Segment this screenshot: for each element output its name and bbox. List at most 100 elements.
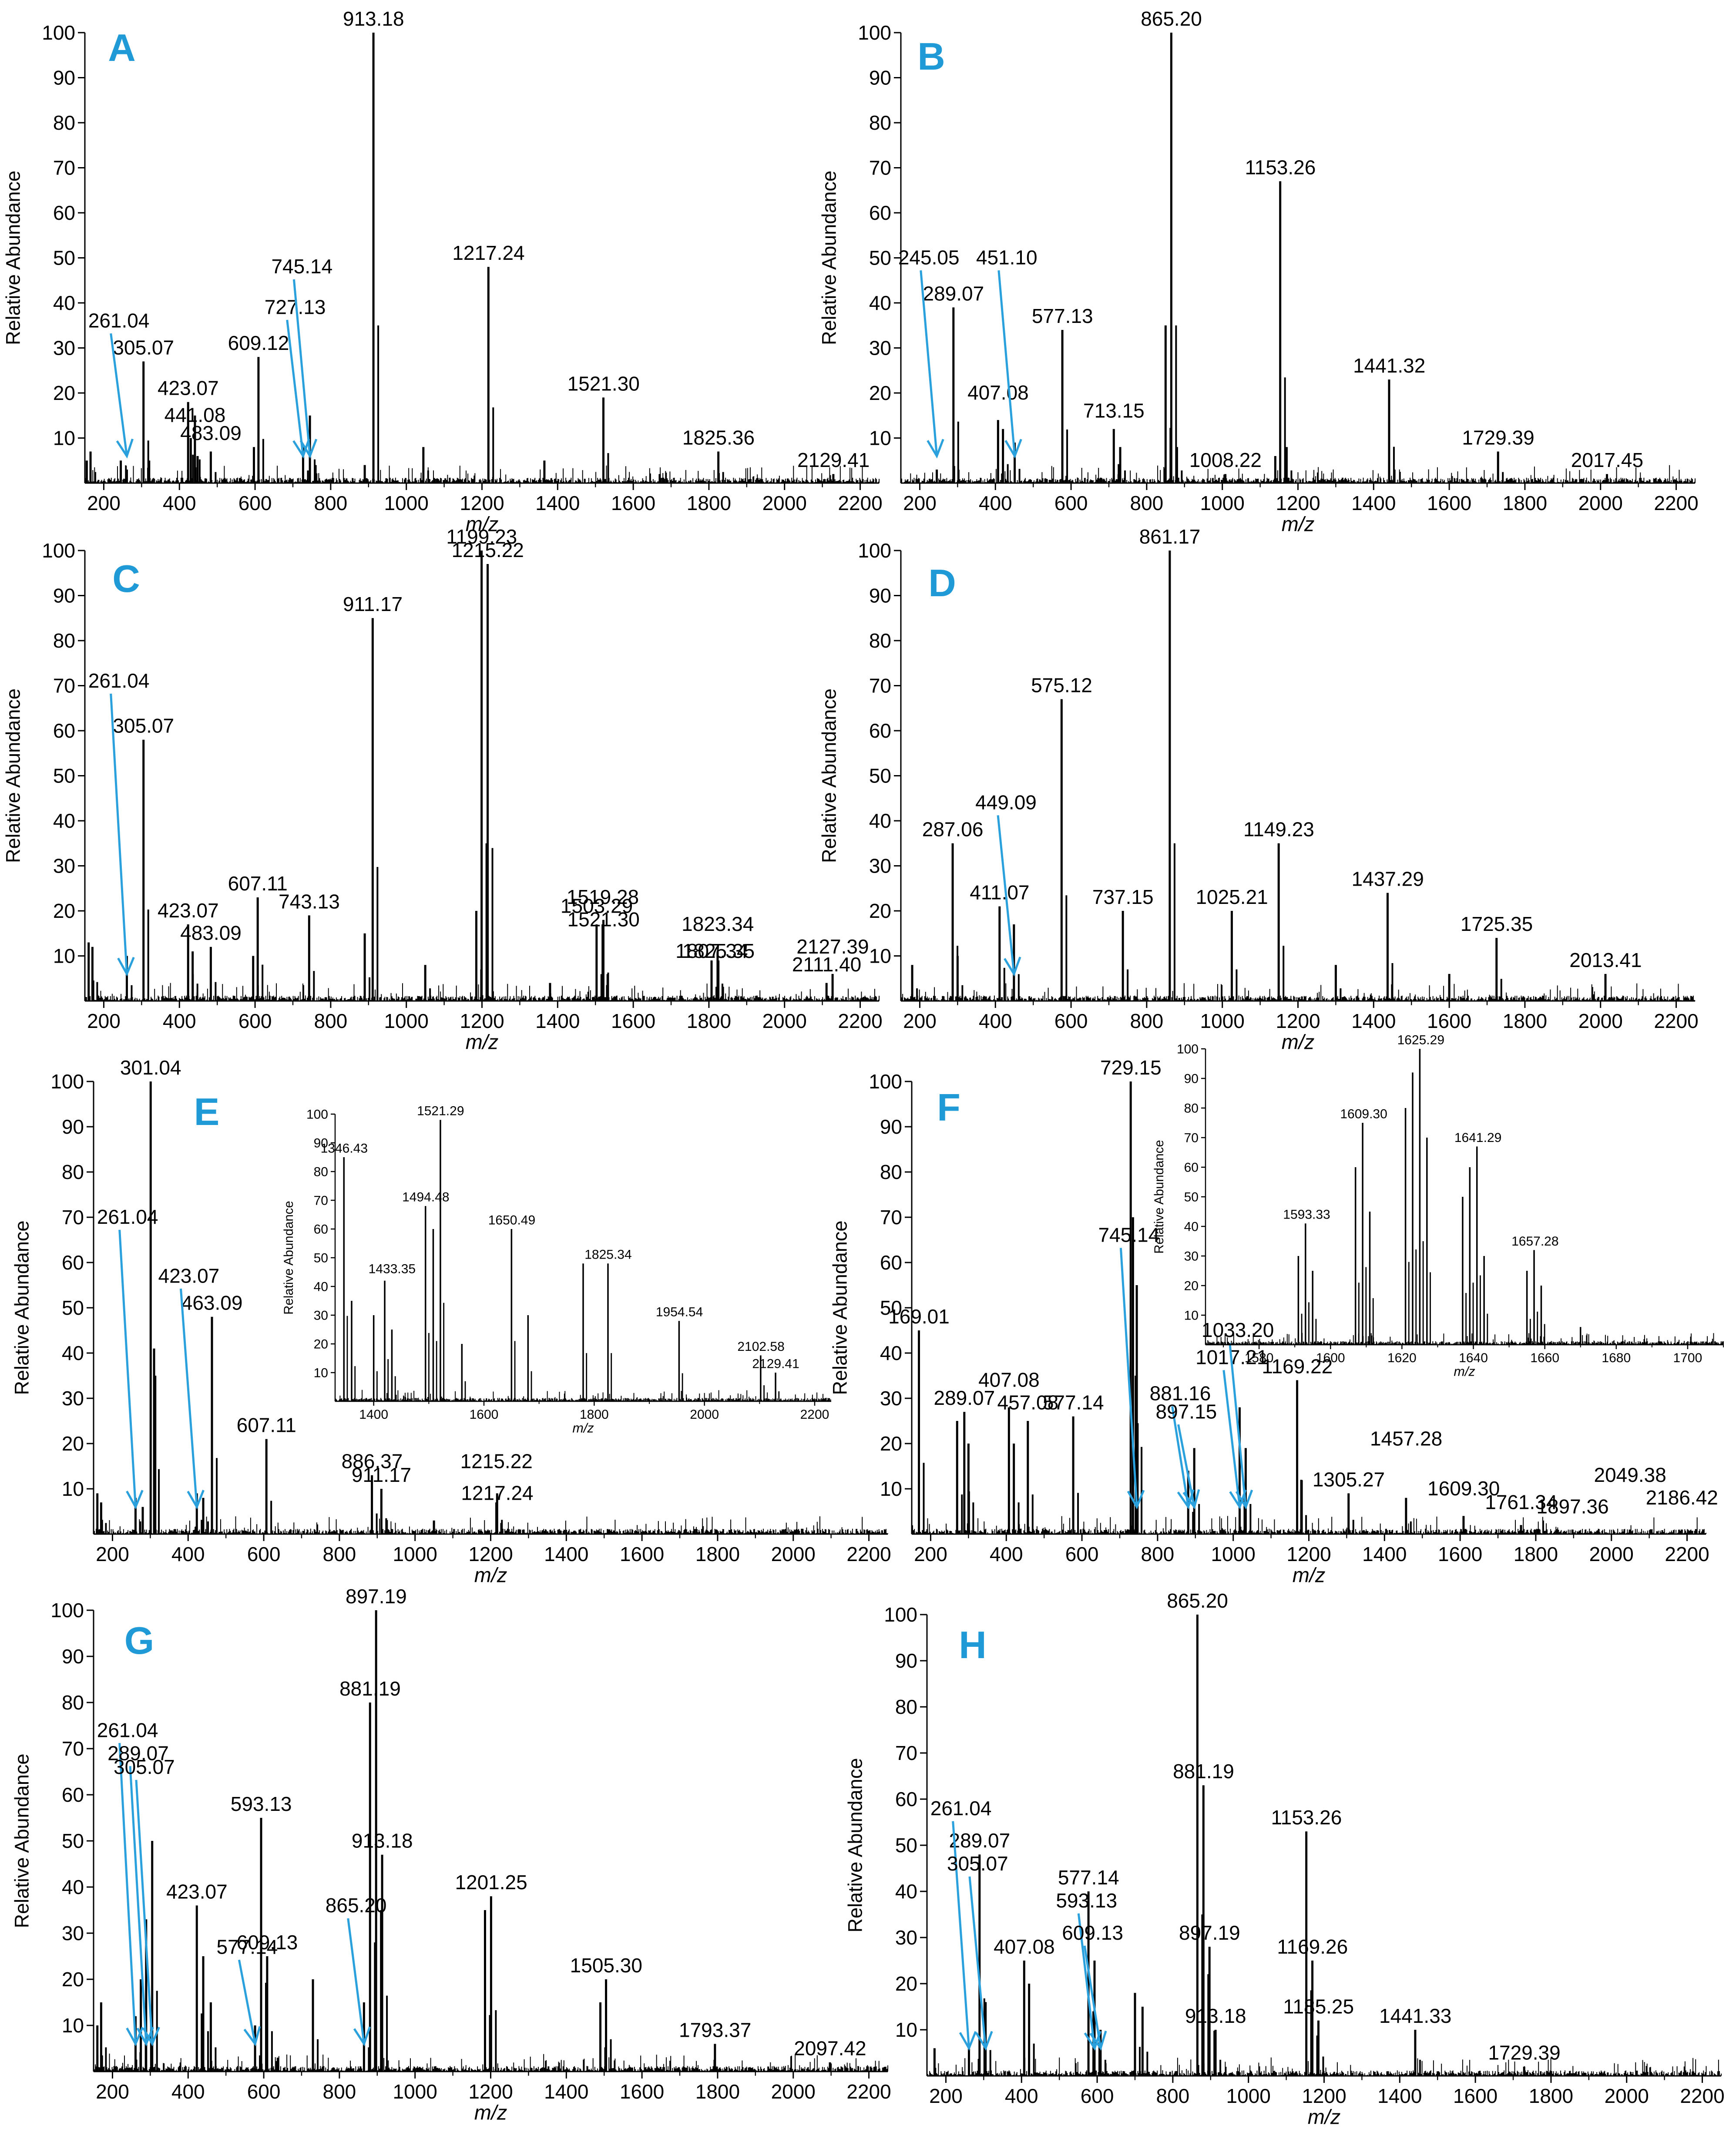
y-tick-label: 30 xyxy=(53,855,75,877)
x-tick-label: 1200 xyxy=(1276,1010,1320,1032)
peak-label: 1503.29 xyxy=(561,895,633,917)
callout-arrowhead xyxy=(353,2026,371,2047)
peak-label: 577.14 xyxy=(1058,1866,1119,1889)
inset-spectrum: 10 20 30 40 50 60 70 80 90 100 1400 1600 1800 2000 220… xyxy=(282,1104,831,1436)
peak-label: 577.14 xyxy=(1043,1391,1104,1414)
y-tick-label: 40 xyxy=(1184,1220,1199,1234)
y-tick-label: 90 xyxy=(62,1115,84,1138)
peak-label: 1521.30 xyxy=(567,372,640,395)
panel-letter: B xyxy=(917,35,945,78)
callout-arrow xyxy=(118,1229,137,1507)
y-tick-label: 40 xyxy=(53,292,75,314)
peak-label: 609.13 xyxy=(237,1931,298,1954)
y-tick-label: 80 xyxy=(1184,1101,1199,1116)
x-tick-label: 2200 xyxy=(838,492,882,514)
callout-arrowhead xyxy=(1235,1489,1253,1510)
peak-label: 2129.41 xyxy=(797,449,870,471)
peak-label: 1593.33 xyxy=(1283,1208,1330,1222)
x-tick-label: 2000 xyxy=(1578,1010,1623,1032)
y-tick-label: 50 xyxy=(62,1296,84,1319)
y-tick-label: 70 xyxy=(62,1737,84,1760)
peak-label: 1199.23 xyxy=(446,525,517,548)
x-axis-title: m/z xyxy=(466,513,499,535)
y-tick-label: 10 xyxy=(869,945,891,967)
y-tick-label: 50 xyxy=(314,1251,328,1266)
callout-arrow xyxy=(129,1766,148,2044)
peak-label: 1185.25 xyxy=(1283,1995,1354,2018)
x-tick-label: 1400 xyxy=(1362,1543,1407,1565)
x-tick-label: 1000 xyxy=(384,492,429,514)
x-tick-label: 2200 xyxy=(1665,1543,1709,1565)
peak-label: 1169.22 xyxy=(1262,1355,1333,1377)
x-tick-label: 1800 xyxy=(695,2080,740,2103)
x-tick-label: 200 xyxy=(914,1543,947,1565)
y-tick-label: 60 xyxy=(1184,1161,1199,1175)
peak-label: 609.12 xyxy=(228,332,289,354)
x-tick-label: 400 xyxy=(990,1543,1023,1565)
peak-label: 1897.36 xyxy=(1536,1495,1608,1518)
peak-label: 289.07 xyxy=(934,1387,995,1409)
callout-arrowhead xyxy=(299,439,318,459)
peak-label: 897.19 xyxy=(346,1585,407,1608)
x-tick-label: 1600 xyxy=(1427,492,1471,514)
x-axis-title: m/z xyxy=(474,2101,507,2124)
y-tick-label: 70 xyxy=(869,675,891,697)
x-tick-label: 1000 xyxy=(1211,1543,1256,1565)
callout-arrow xyxy=(952,1821,970,2048)
y-tick-label: 100 xyxy=(858,539,891,562)
peak-label-arrowed: 449.09 xyxy=(975,791,1037,814)
callout-arrow xyxy=(1177,1424,1195,1508)
x-tick-label: 1400 xyxy=(1377,2085,1422,2107)
y-tick-label: 70 xyxy=(53,675,75,697)
x-tick-label: 600 xyxy=(1054,1010,1088,1032)
peak-label: 1609.30 xyxy=(1427,1477,1500,1500)
y-tick-label: 70 xyxy=(869,157,891,179)
peak-label-arrowed: 881.16 xyxy=(1150,1382,1211,1405)
x-tick-label: 1000 xyxy=(1200,492,1245,514)
x-tick-label: 2000 xyxy=(1578,492,1623,514)
peak-label: 2111.40 xyxy=(792,953,861,976)
x-tick-label: 2000 xyxy=(771,1543,816,1565)
peak-label-arrowed: 577.14 xyxy=(216,1936,278,1958)
x-tick-label: 1640 xyxy=(1459,1351,1488,1365)
y-tick-label: 70 xyxy=(895,1742,917,1764)
peak-label: 2127.39 xyxy=(796,935,869,958)
peak-label: 2013.41 xyxy=(1569,949,1642,971)
callout-arrowhead xyxy=(292,438,310,459)
x-tick-label: 1200 xyxy=(468,1543,513,1565)
x-tick-label: 1600 xyxy=(611,1010,655,1032)
peak-label: 457.08 xyxy=(997,1391,1059,1414)
peak-label-arrowed: 897.15 xyxy=(1156,1400,1217,1423)
y-tick-label: 30 xyxy=(53,337,75,359)
y-tick-label: 80 xyxy=(53,629,75,652)
x-tick-label: 800 xyxy=(1130,492,1164,514)
peak-label-arrowed: 261.04 xyxy=(88,309,150,332)
x-tick-label: 600 xyxy=(247,2080,281,2103)
peak-label: 1807.34 xyxy=(675,940,748,962)
callout-arrow xyxy=(997,815,1015,974)
callout-arrow xyxy=(135,1780,154,2044)
peak-label: 1761.34 xyxy=(1485,1491,1557,1513)
y-tick-label: 70 xyxy=(1184,1131,1199,1145)
panel-letter: E xyxy=(194,1090,220,1133)
y-tick-label: 90 xyxy=(314,1136,328,1151)
y-tick-label: 50 xyxy=(869,247,891,269)
x-tick-label: 400 xyxy=(171,1543,205,1565)
x-tick-label: 800 xyxy=(323,2080,356,2103)
peak-label: 301.04 xyxy=(120,1056,181,1079)
peak-label-arrowed: 305.07 xyxy=(947,1852,1008,1875)
y-axis-title: Relative Abundance xyxy=(818,171,840,345)
peak-label: 1657.28 xyxy=(1511,1234,1558,1249)
callout-arrow xyxy=(110,333,128,457)
callout-arrowhead xyxy=(142,2027,160,2047)
callout-arrow xyxy=(118,1743,137,2044)
y-tick-label: 10 xyxy=(62,2014,84,2037)
x-axis-title: m/z xyxy=(1308,2105,1341,2128)
spectrum-panel-h: 10 20 30 40 50 60 70 80 90 100 200 400 600 800 1000 120… xyxy=(844,1589,1725,2128)
x-tick-label: 1200 xyxy=(460,492,504,514)
callout-arrow xyxy=(238,1959,256,2044)
peak-label: 1825.34 xyxy=(584,1248,631,1262)
x-tick-label: 2200 xyxy=(846,1543,891,1565)
y-tick-label: 40 xyxy=(314,1280,328,1294)
y-tick-label: 100 xyxy=(50,1599,84,1622)
